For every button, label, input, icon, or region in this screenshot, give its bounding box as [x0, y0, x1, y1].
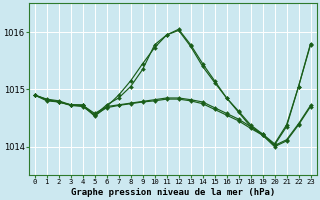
X-axis label: Graphe pression niveau de la mer (hPa): Graphe pression niveau de la mer (hPa)	[70, 188, 275, 197]
